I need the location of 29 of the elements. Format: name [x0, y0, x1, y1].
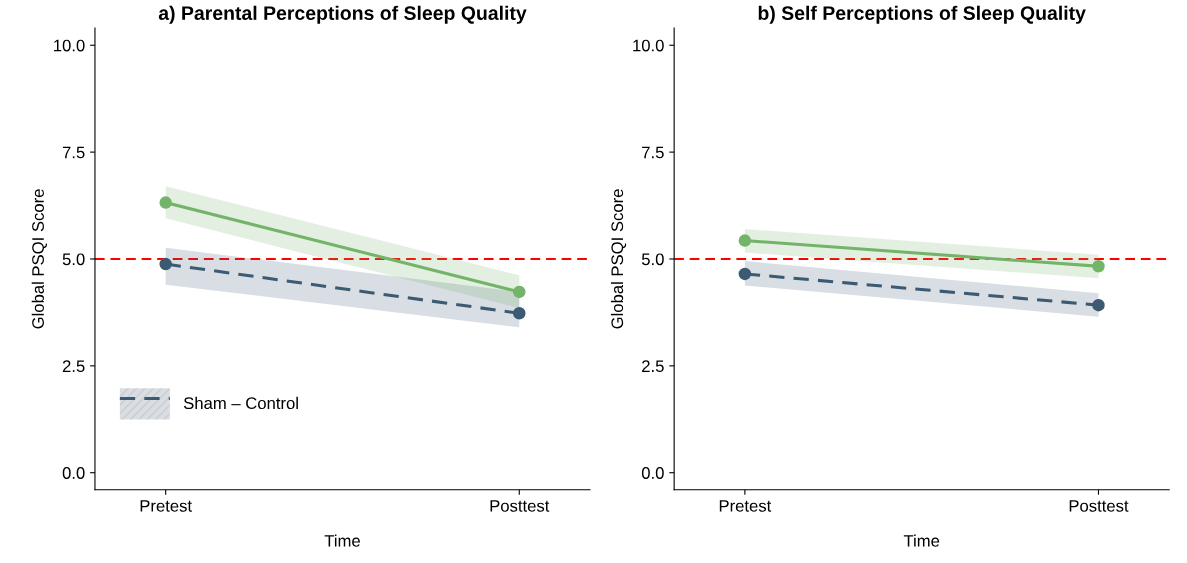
point: [738, 234, 752, 247]
point: [1092, 298, 1105, 312]
point: [513, 307, 526, 320]
y-tick-label: 2.5: [62, 360, 85, 373]
y-tick-label: 7.5: [642, 146, 664, 159]
x-tick-label: Pretest: [140, 500, 192, 512]
point: [159, 196, 172, 209]
y-tick-label: 7.5: [62, 146, 85, 159]
point: [1092, 259, 1105, 273]
x-tick-label: Pretest: [719, 500, 772, 512]
y-tick-label: 5.0: [641, 253, 664, 266]
point: [513, 285, 526, 299]
y-tick-label: 2.5: [642, 360, 664, 373]
y-axis-title: Global PSQI Score: [31, 189, 47, 329]
y-tick-label: 0.0: [641, 467, 664, 479]
x-axis-title: Time: [903, 534, 940, 547]
chart-title: a) Parental Perceptions of Sleep Quality: [158, 5, 527, 24]
point: [159, 257, 172, 271]
legend-label: Sham – Control: [183, 396, 298, 410]
point: [738, 267, 752, 281]
y-tick-label: 10.0: [54, 39, 85, 52]
x-tick-label: Posttest: [490, 500, 550, 512]
y-tick-label: 0.0: [62, 467, 85, 479]
y-tick-label: 5.0: [62, 253, 85, 266]
chart-title: b) Self Perceptions of Sleep Quality: [758, 5, 1086, 24]
x-tick-label: Posttest: [1069, 500, 1129, 512]
y-axis-title: Global PSQI Score: [610, 189, 627, 329]
y-tick-label: 10.0: [633, 39, 664, 52]
x-axis-title: Time: [324, 534, 360, 547]
